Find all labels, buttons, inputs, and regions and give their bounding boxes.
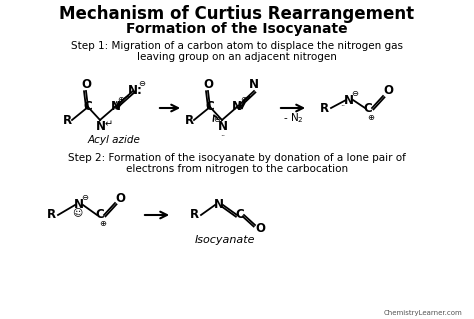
Text: R: R bbox=[319, 101, 328, 115]
Text: ⊖: ⊖ bbox=[352, 88, 358, 98]
Text: ..: .. bbox=[73, 207, 79, 217]
Text: C: C bbox=[206, 100, 214, 114]
Text: ⊕: ⊕ bbox=[118, 95, 125, 105]
Text: ⊖: ⊖ bbox=[213, 115, 220, 124]
Text: R: R bbox=[63, 114, 72, 127]
Text: N: N bbox=[111, 100, 121, 114]
Text: C: C bbox=[364, 101, 373, 115]
Text: ..: .. bbox=[220, 130, 226, 138]
Text: O: O bbox=[81, 78, 91, 92]
Text: ⊕: ⊕ bbox=[367, 113, 374, 122]
Text: Isocyanate: Isocyanate bbox=[195, 235, 255, 245]
Text: C: C bbox=[83, 100, 92, 114]
Text: O: O bbox=[203, 78, 213, 92]
Text: Step 1: Migration of a carbon atom to displace the nitrogen gas: Step 1: Migration of a carbon atom to di… bbox=[71, 41, 403, 51]
Text: N: N bbox=[249, 78, 259, 92]
Text: ..: .. bbox=[340, 100, 346, 108]
Text: N: N bbox=[344, 93, 354, 107]
Text: ⊕: ⊕ bbox=[240, 95, 247, 105]
Text: C: C bbox=[236, 209, 245, 221]
Text: ChemistryLearner.com: ChemistryLearner.com bbox=[383, 310, 462, 316]
Text: R: R bbox=[190, 209, 199, 221]
Text: Acyl azide: Acyl azide bbox=[88, 135, 141, 145]
Text: ⊕: ⊕ bbox=[100, 219, 107, 228]
Text: R: R bbox=[184, 114, 193, 127]
Text: ⊖: ⊖ bbox=[138, 79, 146, 88]
Text: ☺: ☺ bbox=[72, 207, 82, 217]
Text: - N$_2$: - N$_2$ bbox=[283, 111, 303, 125]
Text: electrons from nitrogen to the carbocation: electrons from nitrogen to the carbocati… bbox=[126, 164, 348, 174]
Text: leaving group on an adjacent nitrogen: leaving group on an adjacent nitrogen bbox=[137, 52, 337, 62]
Text: Formation of the Isocyanate: Formation of the Isocyanate bbox=[126, 22, 348, 36]
Text: ↵: ↵ bbox=[105, 119, 113, 129]
Text: ⊖: ⊖ bbox=[82, 194, 89, 203]
Text: N: N bbox=[74, 198, 84, 211]
Text: C: C bbox=[96, 209, 104, 221]
Text: N:: N: bbox=[128, 85, 143, 98]
Text: R: R bbox=[46, 209, 55, 221]
Text: O: O bbox=[115, 191, 125, 204]
Text: Mechanism of Curtius Rearrangement: Mechanism of Curtius Rearrangement bbox=[59, 5, 415, 23]
Text: N: N bbox=[218, 121, 228, 133]
Text: N: N bbox=[232, 100, 242, 114]
Text: O: O bbox=[255, 222, 265, 235]
Text: Step 2: Formation of the isocyanate by donation of a lone pair of: Step 2: Formation of the isocyanate by d… bbox=[68, 153, 406, 163]
Text: O: O bbox=[383, 85, 393, 98]
Text: N: N bbox=[96, 121, 106, 133]
Text: N: N bbox=[214, 198, 224, 211]
